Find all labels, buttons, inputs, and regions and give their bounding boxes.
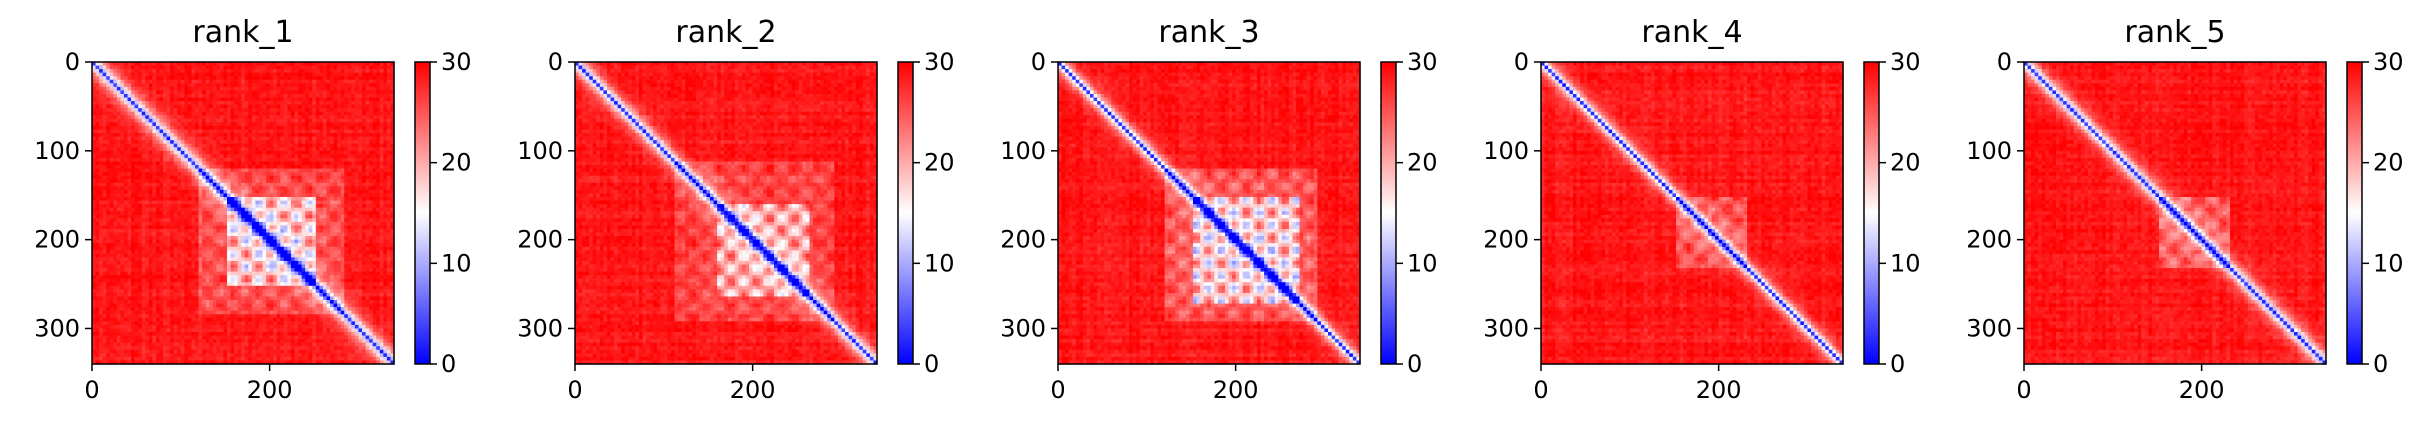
colorbar-frame bbox=[1863, 61, 1880, 365]
y-tick-label: 100 bbox=[1000, 137, 1046, 165]
colorbar-tick-label: 30 bbox=[924, 48, 955, 76]
y-tick-label: 0 bbox=[1997, 48, 2012, 76]
colorbar-tick-label: 10 bbox=[1890, 249, 1921, 277]
colorbar-tick-label: 10 bbox=[441, 249, 472, 277]
y-tick-label: 200 bbox=[1483, 226, 1529, 254]
heatmap-panel-2: rank_2 0 100 200 300 0 200 0 10 20 30 bbox=[517, 15, 954, 404]
heatmap-panel-1: rank_1 0 100 200 300 0 200 0 10 20 30 bbox=[34, 15, 471, 404]
heatmap-image bbox=[1541, 62, 1844, 365]
y-tick-label: 0 bbox=[65, 48, 80, 76]
y-tick-label: 300 bbox=[1000, 314, 1046, 342]
colorbar-tick-label: 10 bbox=[1407, 249, 1438, 277]
heatmap-image bbox=[92, 62, 395, 365]
colorbar-tick-label: 20 bbox=[1407, 149, 1438, 177]
y-tick-label: 0 bbox=[1031, 48, 1046, 76]
colorbar bbox=[415, 62, 430, 364]
y-tick-label: 0 bbox=[548, 48, 563, 76]
y-tick-label: 100 bbox=[517, 137, 563, 165]
colorbar-frame bbox=[897, 61, 914, 365]
colorbar-tick-label: 0 bbox=[441, 350, 456, 378]
colorbar-tick-label: 30 bbox=[1890, 48, 1921, 76]
colorbar bbox=[898, 62, 913, 364]
heatmap-image bbox=[1058, 62, 1361, 365]
y-tick-label: 300 bbox=[34, 314, 80, 342]
colorbar-tick-label: 20 bbox=[1890, 149, 1921, 177]
x-tick-label: 200 bbox=[1696, 376, 1742, 404]
colorbar-tick-label: 30 bbox=[441, 48, 472, 76]
colorbar bbox=[1864, 62, 1879, 364]
colorbar-tick-label: 30 bbox=[1407, 48, 1438, 76]
heatmap-image bbox=[575, 62, 878, 365]
y-tick-label: 200 bbox=[517, 226, 563, 254]
colorbar-tick-label: 30 bbox=[2373, 48, 2404, 76]
x-tick-label: 200 bbox=[730, 376, 776, 404]
axes-frame bbox=[2023, 61, 2327, 365]
colorbar-frame bbox=[2346, 61, 2363, 365]
y-tick-label: 100 bbox=[34, 137, 80, 165]
colorbar-frame bbox=[1380, 61, 1397, 365]
x-tick-label: 200 bbox=[247, 376, 293, 404]
colorbar-tick-label: 20 bbox=[924, 149, 955, 177]
axes-frame bbox=[1057, 61, 1361, 365]
y-tick-label: 300 bbox=[517, 314, 563, 342]
panel-title: rank_4 bbox=[1641, 15, 1742, 50]
heatmap-panel-3: rank_3 0 100 200 300 0 200 0 10 20 30 bbox=[1000, 15, 1437, 404]
x-tick-label: 200 bbox=[1213, 376, 1259, 404]
colorbar-tick-label: 0 bbox=[1890, 350, 1905, 378]
x-tick-label: 0 bbox=[1533, 376, 1548, 404]
panel-title: rank_5 bbox=[2124, 15, 2225, 50]
y-tick-label: 200 bbox=[1966, 226, 2012, 254]
axes-frame bbox=[1540, 61, 1844, 365]
colorbar bbox=[2347, 62, 2362, 364]
y-tick-label: 300 bbox=[1966, 314, 2012, 342]
x-tick-label: 0 bbox=[84, 376, 99, 404]
y-tick-label: 300 bbox=[1483, 314, 1529, 342]
x-tick-label: 0 bbox=[1050, 376, 1065, 404]
panel-title: rank_1 bbox=[192, 15, 293, 50]
x-tick-label: 200 bbox=[2179, 376, 2225, 404]
y-tick-label: 0 bbox=[1514, 48, 1529, 76]
colorbar-tick-label: 0 bbox=[2373, 350, 2388, 378]
y-tick-label: 100 bbox=[1966, 137, 2012, 165]
colorbar-tick-label: 10 bbox=[2373, 249, 2404, 277]
colorbar-tick-label: 20 bbox=[441, 149, 472, 177]
colorbar-tick-label: 0 bbox=[1407, 350, 1422, 378]
axes-frame bbox=[91, 61, 395, 365]
colorbar bbox=[1381, 62, 1396, 364]
heatmap-panel-5: rank_5 0 100 200 300 0 200 0 10 20 30 bbox=[1966, 15, 2403, 404]
axes-frame bbox=[574, 61, 878, 365]
y-tick-label: 200 bbox=[34, 226, 80, 254]
panel-title: rank_2 bbox=[675, 15, 776, 50]
colorbar-tick-label: 10 bbox=[924, 249, 955, 277]
y-tick-label: 100 bbox=[1483, 137, 1529, 165]
heatmap-panel-4: rank_4 0 100 200 300 0 200 0 10 20 30 bbox=[1483, 15, 1920, 404]
y-tick-label: 200 bbox=[1000, 226, 1046, 254]
x-tick-label: 0 bbox=[2016, 376, 2031, 404]
x-tick-label: 0 bbox=[567, 376, 582, 404]
panel-title: rank_3 bbox=[1158, 15, 1259, 50]
colorbar-tick-label: 0 bbox=[924, 350, 939, 378]
colorbar-tick-label: 20 bbox=[2373, 149, 2404, 177]
colorbar-frame bbox=[414, 61, 431, 365]
heatmap-image bbox=[2024, 62, 2327, 365]
